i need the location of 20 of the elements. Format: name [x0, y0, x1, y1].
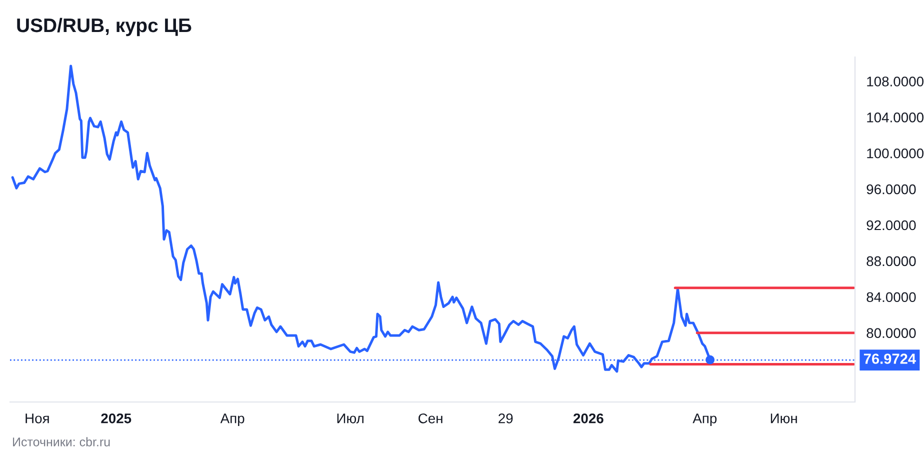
y-tick-label: 100.0000	[867, 148, 924, 158]
y-tick-label: 96.0000	[866, 184, 916, 194]
y-tick-label: 80.0000	[866, 328, 916, 338]
ref-line-label: 76.9724	[864, 354, 916, 364]
y-tick-label: 108.0000	[867, 76, 924, 86]
x-tick-label: Сен	[418, 413, 442, 424]
text: Источники: cbr.ru	[13, 437, 110, 446]
x-tick-label: Ноя	[26, 414, 49, 424]
y-tick-label: 84.0000	[866, 292, 916, 302]
y-tick-label: 92.0000	[866, 220, 916, 230]
chart-title: USD/RUB, курс ЦБ	[17, 18, 192, 36]
x-tick-label: Июл	[337, 414, 364, 424]
y-tick-label: 104.0000	[867, 112, 924, 122]
x-tick-label: Апр	[220, 414, 244, 426]
x-tick-label: 29	[498, 413, 513, 424]
x-tick-label: Апр	[692, 414, 717, 426]
x-tick-label: 2025	[101, 413, 132, 424]
x-tick-label: 2026	[573, 413, 604, 424]
x-tick-label: Июн	[770, 414, 797, 424]
y-tick-label: 88.0000	[866, 256, 916, 266]
